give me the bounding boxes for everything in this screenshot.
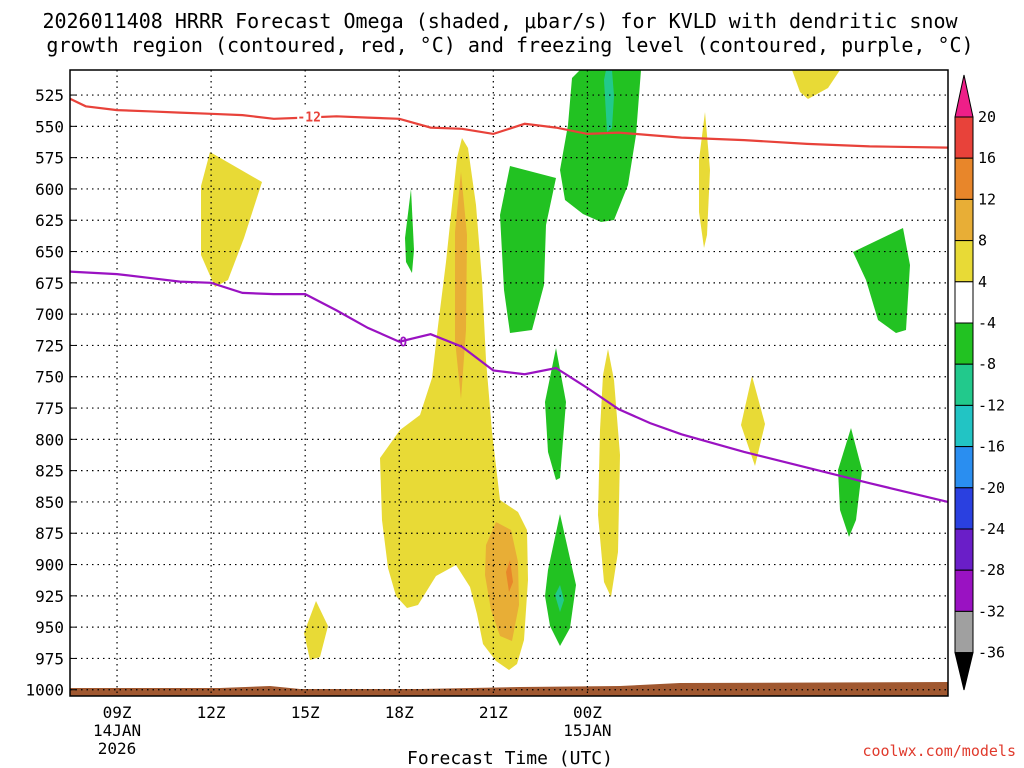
omega-region-sinking-2 <box>500 166 556 333</box>
colorbar-label-6: -8 <box>978 355 996 373</box>
credit-text: coolwx.com/models <box>862 742 1016 760</box>
colorbar-band-3 <box>954 198 974 242</box>
colorbar-label-10: -24 <box>978 520 1005 538</box>
contour-label-1: 0 <box>399 336 407 351</box>
y-tick-label-1000: 1000 <box>25 681 64 700</box>
colorbar-band-9 <box>954 446 974 489</box>
y-tick-label-700: 700 <box>35 305 64 324</box>
x-tick-label-18Z: 18Z <box>385 703 414 722</box>
colorbar-label-2: 12 <box>978 190 996 208</box>
colorbar-band-7 <box>954 363 974 406</box>
contour-label-bg-0 <box>297 108 322 124</box>
colorbar: 20 16 12 8 4 -4 -8 -12 -16 -20 -24 -28 -32 -36 <box>954 74 1005 691</box>
y-tick-label-950: 950 <box>35 618 64 637</box>
y-tick-label-975: 975 <box>35 649 64 668</box>
colorbar-band-13 <box>954 610 974 654</box>
omega-region-sinking-6 <box>838 428 862 537</box>
colorbar-band-1 <box>954 116 974 159</box>
colorbar-label-0: 20 <box>978 108 996 126</box>
x-axis-label: Forecast Time (UTC) <box>407 748 613 768</box>
contour-line-1 <box>69 270 949 503</box>
contour-label-0: -12 <box>297 110 320 125</box>
colorbar-band-2 <box>954 157 974 200</box>
omega-shaded-areas <box>70 70 948 696</box>
omega-region-rising-6 <box>741 376 765 466</box>
colorbar-band-5 <box>954 281 974 324</box>
colorbar-top-arrow <box>954 74 974 118</box>
colorbar-bottom-arrow <box>954 652 974 691</box>
y-tick-label-825: 825 <box>35 462 64 481</box>
y-tick-label-750: 750 <box>35 368 64 387</box>
x-tick-label-12Z: 12Z <box>197 703 226 722</box>
omega-core-rising-2 <box>485 522 519 641</box>
omega-core-sinking-2 <box>555 585 564 612</box>
omega-region-sinking-4 <box>545 348 566 480</box>
omega-region-rising-1 <box>201 152 262 287</box>
omega-region-rising-5 <box>699 112 710 248</box>
chart-gridlines <box>70 70 948 696</box>
y-tick-label-900: 900 <box>35 556 64 575</box>
colorbar-band-4 <box>954 240 974 283</box>
colorbar-label-13: -36 <box>978 644 1005 662</box>
omega-region-sinking-7 <box>853 228 910 333</box>
omega-region-sinking-3 <box>405 189 414 273</box>
x-tick-label-21Z: 21Z <box>479 703 508 722</box>
colorbar-label-4: 4 <box>978 273 987 291</box>
contour-line-0 <box>69 97 949 149</box>
colorbar-label-9: -20 <box>978 479 1005 497</box>
y-tick-label-925: 925 <box>35 587 64 606</box>
omega-region-sinking-1 <box>560 70 641 222</box>
omega-core-sinking-1 <box>604 70 614 132</box>
colorbar-label-11: -28 <box>978 561 1005 579</box>
terrain-surface <box>70 682 948 696</box>
colorbar-band-12 <box>954 569 974 612</box>
x-tick-label-00Z: 00Z <box>573 703 602 722</box>
y-tick-label-625: 625 <box>35 211 64 230</box>
plot-frame <box>69 69 949 697</box>
omega-region-rising-4 <box>598 349 620 597</box>
colorbar-label-12: -32 <box>978 602 1005 620</box>
colorbar-band-10 <box>954 487 974 530</box>
omega-max-rising <box>506 560 513 592</box>
y-tick-label-650: 650 <box>35 243 64 262</box>
colorbar-label-7: -12 <box>978 396 1005 414</box>
omega-region-sinking-5 <box>545 514 576 646</box>
y-tick-label-525: 525 <box>35 86 64 105</box>
y-tick-label-600: 600 <box>35 180 64 199</box>
y-tick-label-800: 800 <box>35 430 64 449</box>
y-tick-label-850: 850 <box>35 493 64 512</box>
colorbar-band-6 <box>954 322 974 365</box>
y-tick-label-775: 775 <box>35 399 64 418</box>
x-tick-year-2026: 2026 <box>98 739 137 758</box>
colorbar-label-3: 8 <box>978 232 987 250</box>
y-tick-label-675: 675 <box>35 274 64 293</box>
x-tick-date-15JAN: 15JAN <box>563 721 611 740</box>
x-tick-label-09Z: 09Z <box>103 703 132 722</box>
y-tick-label-875: 875 <box>35 524 64 543</box>
y-tick-label-575: 575 <box>35 149 64 168</box>
colorbar-label-1: 16 <box>978 149 996 167</box>
y-axis-pressure: 525 550 575 600 625 650 675 700 725 750 775 800 825 8… <box>25 86 76 700</box>
colorbar-band-8 <box>954 404 974 448</box>
y-tick-label-725: 725 <box>35 336 64 355</box>
omega-region-rising-3 <box>304 601 328 660</box>
colorbar-label-8: -16 <box>978 438 1005 456</box>
omega-region-rising-7 <box>792 70 840 99</box>
x-tick-date-14JAN: 14JAN <box>93 721 141 740</box>
contour-lines: -12 0 <box>69 97 949 503</box>
chart-title-line2: growth region (contoured, red, °C) and f… <box>46 33 973 57</box>
x-tick-label-15Z: 15Z <box>291 703 320 722</box>
colorbar-band-11 <box>954 528 974 571</box>
colorbar-label-5: -4 <box>978 314 996 332</box>
y-tick-label-550: 550 <box>35 117 64 136</box>
chart-title-line1: 2026011408 HRRR Forecast Omega (shaded, … <box>42 9 958 33</box>
omega-core-rising-1 <box>455 172 467 399</box>
